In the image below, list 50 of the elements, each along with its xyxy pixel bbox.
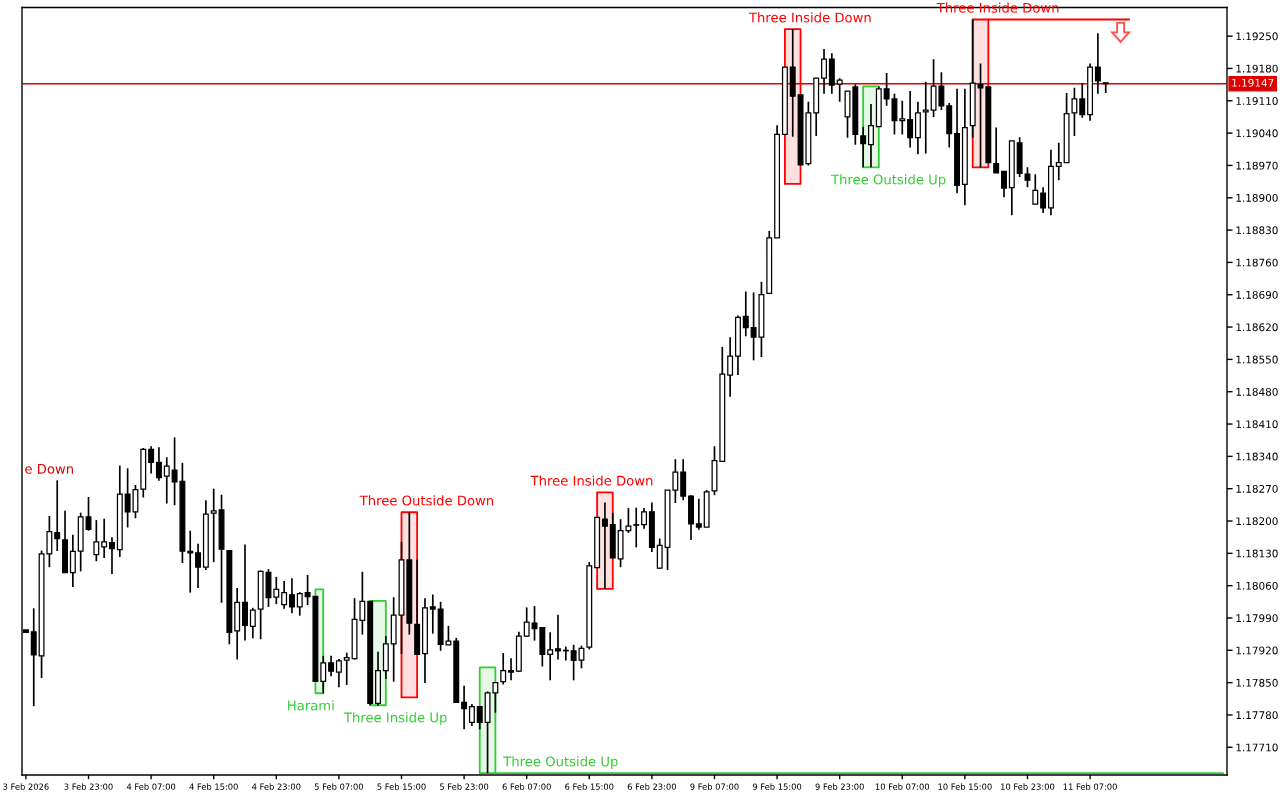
x-tick-label: 6 Feb 23:00 bbox=[627, 783, 677, 790]
x-tick-label: 5 Feb 15:00 bbox=[377, 783, 426, 790]
y-tick-label: 1.19250 bbox=[1236, 32, 1278, 41]
x-tick-label: 5 Feb 23:00 bbox=[440, 783, 489, 790]
x-tick-label: 3 Feb 23:00 bbox=[64, 783, 113, 790]
x-tick-label: 10 Feb 23:00 bbox=[1001, 783, 1055, 790]
y-tick-label: 1.19180 bbox=[1236, 64, 1278, 73]
x-tick-label: 11 Feb 07:00 bbox=[1063, 783, 1117, 790]
y-tick-label: 1.18410 bbox=[1236, 420, 1278, 429]
y-tick-label: 1.18690 bbox=[1236, 290, 1278, 299]
x-tick-label: 6 Feb 15:00 bbox=[565, 783, 614, 790]
x-tick-label: 4 Feb 15:00 bbox=[189, 783, 238, 790]
y-tick-label: 1.17990 bbox=[1236, 614, 1278, 623]
ref-line-label: 1.19147 bbox=[1232, 78, 1274, 87]
y-tick-label: 1.18550 bbox=[1236, 355, 1278, 364]
x-tick-label: 6 Feb 07:00 bbox=[502, 783, 551, 790]
x-tick-label: 3 Feb 2026 bbox=[3, 783, 49, 790]
annotation: e Down bbox=[25, 464, 73, 474]
y-tick-label: 1.18760 bbox=[1236, 258, 1278, 267]
legend-label: Three Outside Down bbox=[359, 495, 494, 506]
y-tick-label: 1.18270 bbox=[1236, 484, 1278, 493]
x-tick-label: 4 Feb 23:00 bbox=[252, 783, 301, 790]
x-tick-label: 4 Feb 07:00 bbox=[126, 783, 176, 790]
legend-label: Three Inside Down bbox=[530, 475, 653, 486]
y-tick-label: 1.18830 bbox=[1236, 226, 1278, 235]
y-tick-label: 1.17710 bbox=[1236, 743, 1278, 752]
x-tick-label: 10 Feb 15:00 bbox=[938, 783, 992, 790]
y-tick-label: 1.17850 bbox=[1236, 678, 1278, 687]
legend-label: Three Outside Up bbox=[830, 174, 946, 187]
y-tick-label: 1.18620 bbox=[1236, 323, 1278, 332]
y-tick-label: 1.18480 bbox=[1236, 387, 1278, 396]
x-tick-label: 9 Feb 07:00 bbox=[690, 783, 739, 790]
y-tick-label: 1.17920 bbox=[1236, 646, 1278, 655]
y-tick-label: 1.18060 bbox=[1236, 581, 1278, 590]
y-tick-label: 1.19110 bbox=[1236, 97, 1278, 105]
legend-label: Three Inside Down bbox=[748, 12, 871, 23]
y-tick-label: 1.18130 bbox=[1236, 549, 1278, 558]
series-label: Three Outside Up bbox=[503, 756, 618, 769]
x-tick-label: 5 Feb 07:00 bbox=[314, 783, 364, 790]
y-tick-label: 1.18900 bbox=[1236, 193, 1278, 202]
y-tick-label: 1.18970 bbox=[1236, 161, 1278, 170]
legend-label: Harami bbox=[288, 700, 334, 711]
x-tick-label: 9 Feb 23:00 bbox=[815, 783, 864, 790]
y-tick-label: 1.18200 bbox=[1236, 517, 1278, 526]
x-tick-label: 9 Feb 15:00 bbox=[752, 783, 802, 790]
y-tick-label: 1.19040 bbox=[1236, 129, 1278, 138]
y-tick-label: 1.18340 bbox=[1236, 452, 1278, 461]
y-tick-label: 1.17780 bbox=[1236, 711, 1278, 720]
legend-label: Three Inside Up bbox=[343, 712, 447, 725]
x-tick-label: 10 Feb 07:00 bbox=[875, 783, 930, 790]
